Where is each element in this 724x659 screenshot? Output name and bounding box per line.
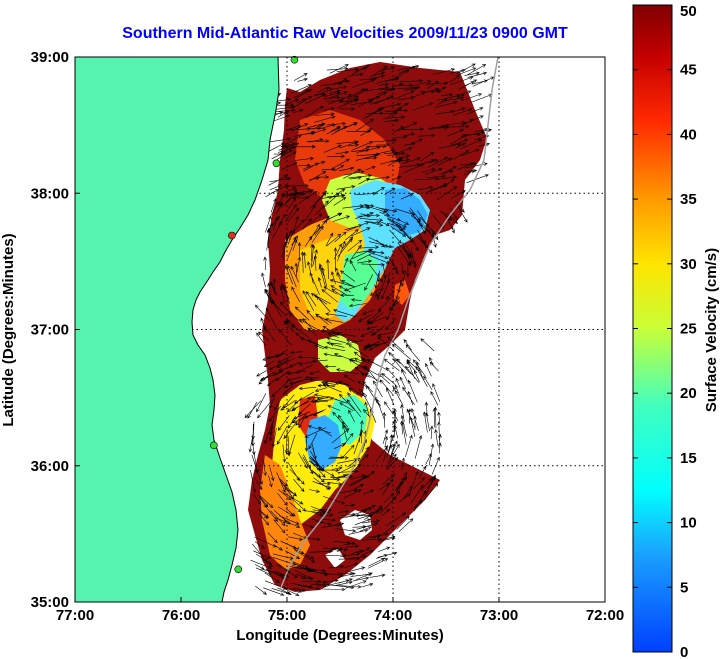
x-tick-label: 75:00 xyxy=(268,607,306,624)
x-tick-label: 77:00 xyxy=(56,607,94,624)
colorbar-tick-label: 0 xyxy=(680,644,688,659)
colorbar-tick-label: 25 xyxy=(680,321,697,338)
velocity-patch xyxy=(340,510,372,540)
velocity-patch xyxy=(394,280,410,305)
map-plot-area xyxy=(75,57,605,602)
colorbar-tick-label: 30 xyxy=(680,256,697,273)
x-tick-labels: 77:00 76:00 75:00 74:00 73:00 72:00 xyxy=(56,597,624,624)
radar-station-marker xyxy=(290,55,299,64)
radar-station-marker xyxy=(272,159,281,168)
velocity-patch xyxy=(305,415,342,470)
colorbar-tick-label: 20 xyxy=(680,385,697,402)
radar-station-marker xyxy=(228,231,236,240)
radar-stations xyxy=(210,55,299,574)
colorbar-tick-label: 45 xyxy=(680,62,697,79)
x-tick-label: 73:00 xyxy=(480,607,518,624)
colorbar-tick-label: 15 xyxy=(680,450,697,467)
y-tick-label: 38:00 xyxy=(31,185,69,202)
y-tick-labels: 35:00 36:00 37:00 38:00 39:00 xyxy=(31,49,80,611)
x-tick-label: 76:00 xyxy=(162,607,200,624)
vector-arrows xyxy=(244,63,495,596)
velocity-patch xyxy=(318,335,362,372)
colorbar xyxy=(632,4,673,653)
colorbar-tick-label: 5 xyxy=(680,579,688,596)
x-tick-label: 74:00 xyxy=(374,607,412,624)
velocity-patch xyxy=(325,548,345,568)
x-axis-label: Longitude (Degrees:Minutes) xyxy=(236,627,444,644)
colorbar-ticks: 0 5 10 15 20 25 30 35 40 45 50 xyxy=(633,3,697,659)
y-tick-label: 35:00 xyxy=(31,594,69,611)
shelf-contour xyxy=(279,57,499,591)
x-tick-label: 72:00 xyxy=(586,607,624,624)
radar-station-marker xyxy=(234,565,243,574)
colorbar-tick-label: 50 xyxy=(680,3,697,20)
y-axis-label: Latitude (Degrees:Minutes) xyxy=(0,233,17,426)
colorbar-tick-label: 35 xyxy=(680,191,697,208)
colorbar-tick-label: 10 xyxy=(680,515,697,532)
chart-title: Southern Mid-Atlantic Raw Velocities 200… xyxy=(122,25,568,42)
radar-station-marker xyxy=(210,441,218,450)
colorbar-label: Surface Velocity (cm/s) xyxy=(703,248,720,412)
y-tick-label: 36:00 xyxy=(31,458,69,475)
y-tick-label: 37:00 xyxy=(31,322,69,339)
velocity-vectors xyxy=(244,63,495,596)
colorbar-tick-label: 40 xyxy=(680,126,697,143)
y-tick-label: 39:00 xyxy=(31,49,69,66)
